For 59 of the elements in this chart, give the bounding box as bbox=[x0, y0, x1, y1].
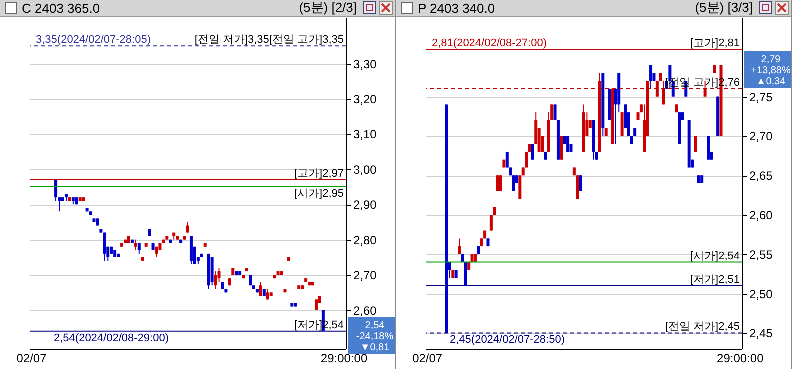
annotation: 2,54(2024/02/08-29:00) bbox=[54, 332, 169, 344]
y-tick-label: 3,30 bbox=[354, 57, 378, 72]
y-tick-label: 2,60 bbox=[750, 208, 774, 223]
candlestick bbox=[259, 282, 262, 297]
candlestick bbox=[490, 214, 493, 232]
candlestick bbox=[214, 271, 218, 290]
y-tick-label: 2,45 bbox=[750, 326, 774, 341]
y-tick-label: 2,70 bbox=[354, 268, 378, 283]
text: 2,79 +13,88% ▲0,34 bbox=[751, 54, 791, 88]
candlestick bbox=[620, 112, 624, 137]
y-tick-label: 2,60 bbox=[354, 304, 378, 318]
x-tick-label: 29:00:00 bbox=[320, 352, 368, 366]
ref-line-label: [전일 저가]3,35[전일 고가]3,35 bbox=[194, 34, 344, 46]
candlestick bbox=[694, 136, 698, 152]
annotation: 2,45(2024/02/07-28:50) bbox=[450, 334, 565, 346]
candlestick bbox=[531, 144, 534, 160]
chart-title: C 2403 365.0 bbox=[22, 0, 102, 16]
candlestick bbox=[579, 175, 582, 192]
ref-line-label: [고가]2,81 bbox=[690, 38, 740, 50]
x-tick-label: 02/07 bbox=[412, 352, 443, 366]
chart-subtitle: (5분) [3/3] bbox=[695, 0, 753, 17]
candlestick bbox=[512, 175, 516, 192]
ref-line-label: [시가]2,95 bbox=[294, 188, 344, 200]
candlestick bbox=[496, 175, 500, 192]
y-tick-label: 3,10 bbox=[354, 128, 378, 142]
candlestick bbox=[186, 222, 190, 234]
ref-line-label: [고가]2,97 bbox=[294, 168, 344, 180]
candlestick bbox=[518, 175, 522, 200]
annotation: 3,35(2024/02/07-28:05) bbox=[36, 34, 151, 46]
candlestick bbox=[560, 136, 564, 160]
candlestick bbox=[58, 197, 62, 212]
x-tick-label: 02/07 bbox=[16, 352, 48, 366]
ref-line-label: [시가]2,54 bbox=[690, 250, 740, 262]
y-tick-label: 3,00 bbox=[354, 162, 378, 177]
annotation: 2,81(2024/02/08-27:00) bbox=[432, 38, 547, 50]
candlestick bbox=[458, 238, 462, 255]
y-tick-label: 2,90 bbox=[354, 198, 378, 212]
y-tick-label: 2,70 bbox=[750, 130, 774, 144]
chart-subtitle: (5분) [2/3] bbox=[299, 0, 357, 17]
y-tick-label: 2,55 bbox=[750, 248, 774, 262]
y-tick-label: 2,50 bbox=[750, 287, 774, 302]
text: 2,54 -24,18% ▼0,81 bbox=[356, 320, 394, 354]
candlestick bbox=[650, 64, 653, 90]
y-tick-label: 2,75 bbox=[750, 90, 774, 104]
ref-line-label: [전일 저가]2,45 bbox=[665, 321, 740, 334]
candlestick bbox=[134, 239, 138, 251]
candlestick bbox=[554, 104, 557, 121]
y-tick-label: 2,65 bbox=[750, 169, 774, 184]
y-tick-label: 2,80 bbox=[354, 233, 378, 248]
y-tick-label: 3,20 bbox=[354, 92, 378, 106]
chart-title: P 2403 340.0 bbox=[418, 0, 496, 16]
x-tick-label: 29:00:00 bbox=[717, 352, 764, 366]
candlestick bbox=[706, 136, 710, 160]
candlestick bbox=[103, 232, 106, 262]
candlestick bbox=[576, 175, 580, 200]
ref-line-label: [저가]2,51 bbox=[690, 274, 740, 286]
candlestick bbox=[314, 299, 318, 311]
candlestick bbox=[550, 104, 554, 121]
candlestick bbox=[566, 136, 570, 152]
